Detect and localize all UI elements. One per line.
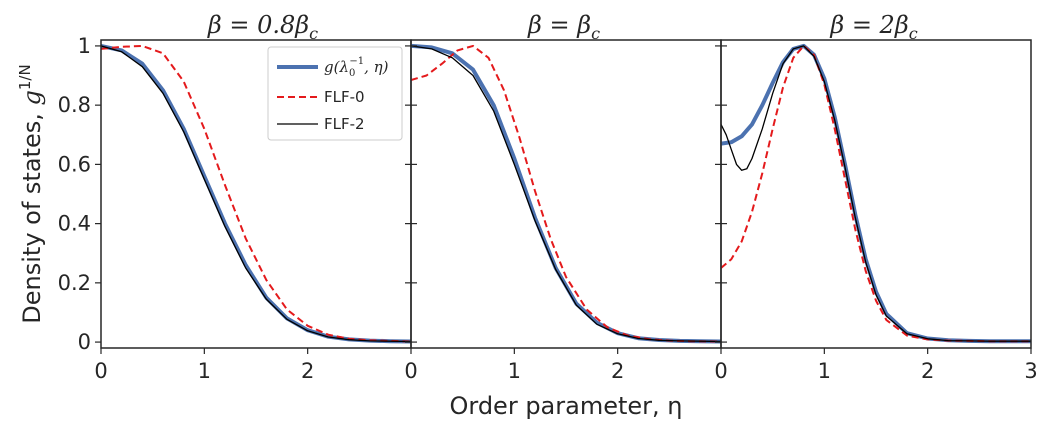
series-line-flf2 <box>101 45 411 343</box>
x-axis-label: Order parameter, η <box>449 392 682 420</box>
panel-title-1: β = βc <box>527 11 600 43</box>
series-line-flf0 <box>721 44 1031 343</box>
y-tick-label: 0.2 <box>58 271 91 295</box>
x-tick-label: 1 <box>818 359 831 383</box>
legend: g(λ0−1, η) FLF-0 FLF-2 <box>267 46 403 141</box>
x-tick-label: 3 <box>1024 359 1037 383</box>
y-axis-label: Density of states, g1/N <box>16 64 46 323</box>
series-line-flf2 <box>721 45 1031 342</box>
series-line-flf2 <box>411 45 721 343</box>
series-group <box>101 43 411 344</box>
y-tick-label: 0.6 <box>58 152 91 176</box>
x-tick-label: 1 <box>198 359 211 383</box>
panel-beta-0p8: 0 1 2 0 0.2 0.4 0.6 0.8 1 <box>58 34 412 383</box>
y-tick-label: 0.4 <box>58 212 91 236</box>
panel-beta-2: 0 1 2 3 <box>714 39 1038 383</box>
y-tick-label: 0.8 <box>58 93 91 117</box>
x-tick-label: 2 <box>611 359 624 383</box>
series-line-flf0 <box>101 44 411 343</box>
x-tick-label: 2 <box>301 359 314 383</box>
x-tick-label: 0 <box>714 359 727 383</box>
panel-beta-c: 0 1 2 <box>404 39 722 383</box>
series-line-flf0 <box>411 44 721 343</box>
legend-label-flf2: FLF-2 <box>324 115 365 133</box>
y-tick-label: 1 <box>78 34 91 58</box>
x-tick-label: 2 <box>921 359 934 383</box>
legend-frame <box>267 46 403 141</box>
x-tick-label: 0 <box>404 359 417 383</box>
panel-title-0: β = 0.8βc <box>207 11 318 43</box>
series-group <box>411 43 721 344</box>
legend-label-g: g(λ0−1, η) <box>324 56 389 79</box>
y-tick-label: 0 <box>78 330 91 354</box>
panel-frame <box>720 39 1032 349</box>
legend-label-flf0: FLF-0 <box>324 88 365 106</box>
x-tick-label: 1 <box>508 359 521 383</box>
panel-title-2: β = 2βc <box>829 11 917 43</box>
x-tick-label: 0 <box>94 359 107 383</box>
series-group <box>721 43 1031 344</box>
